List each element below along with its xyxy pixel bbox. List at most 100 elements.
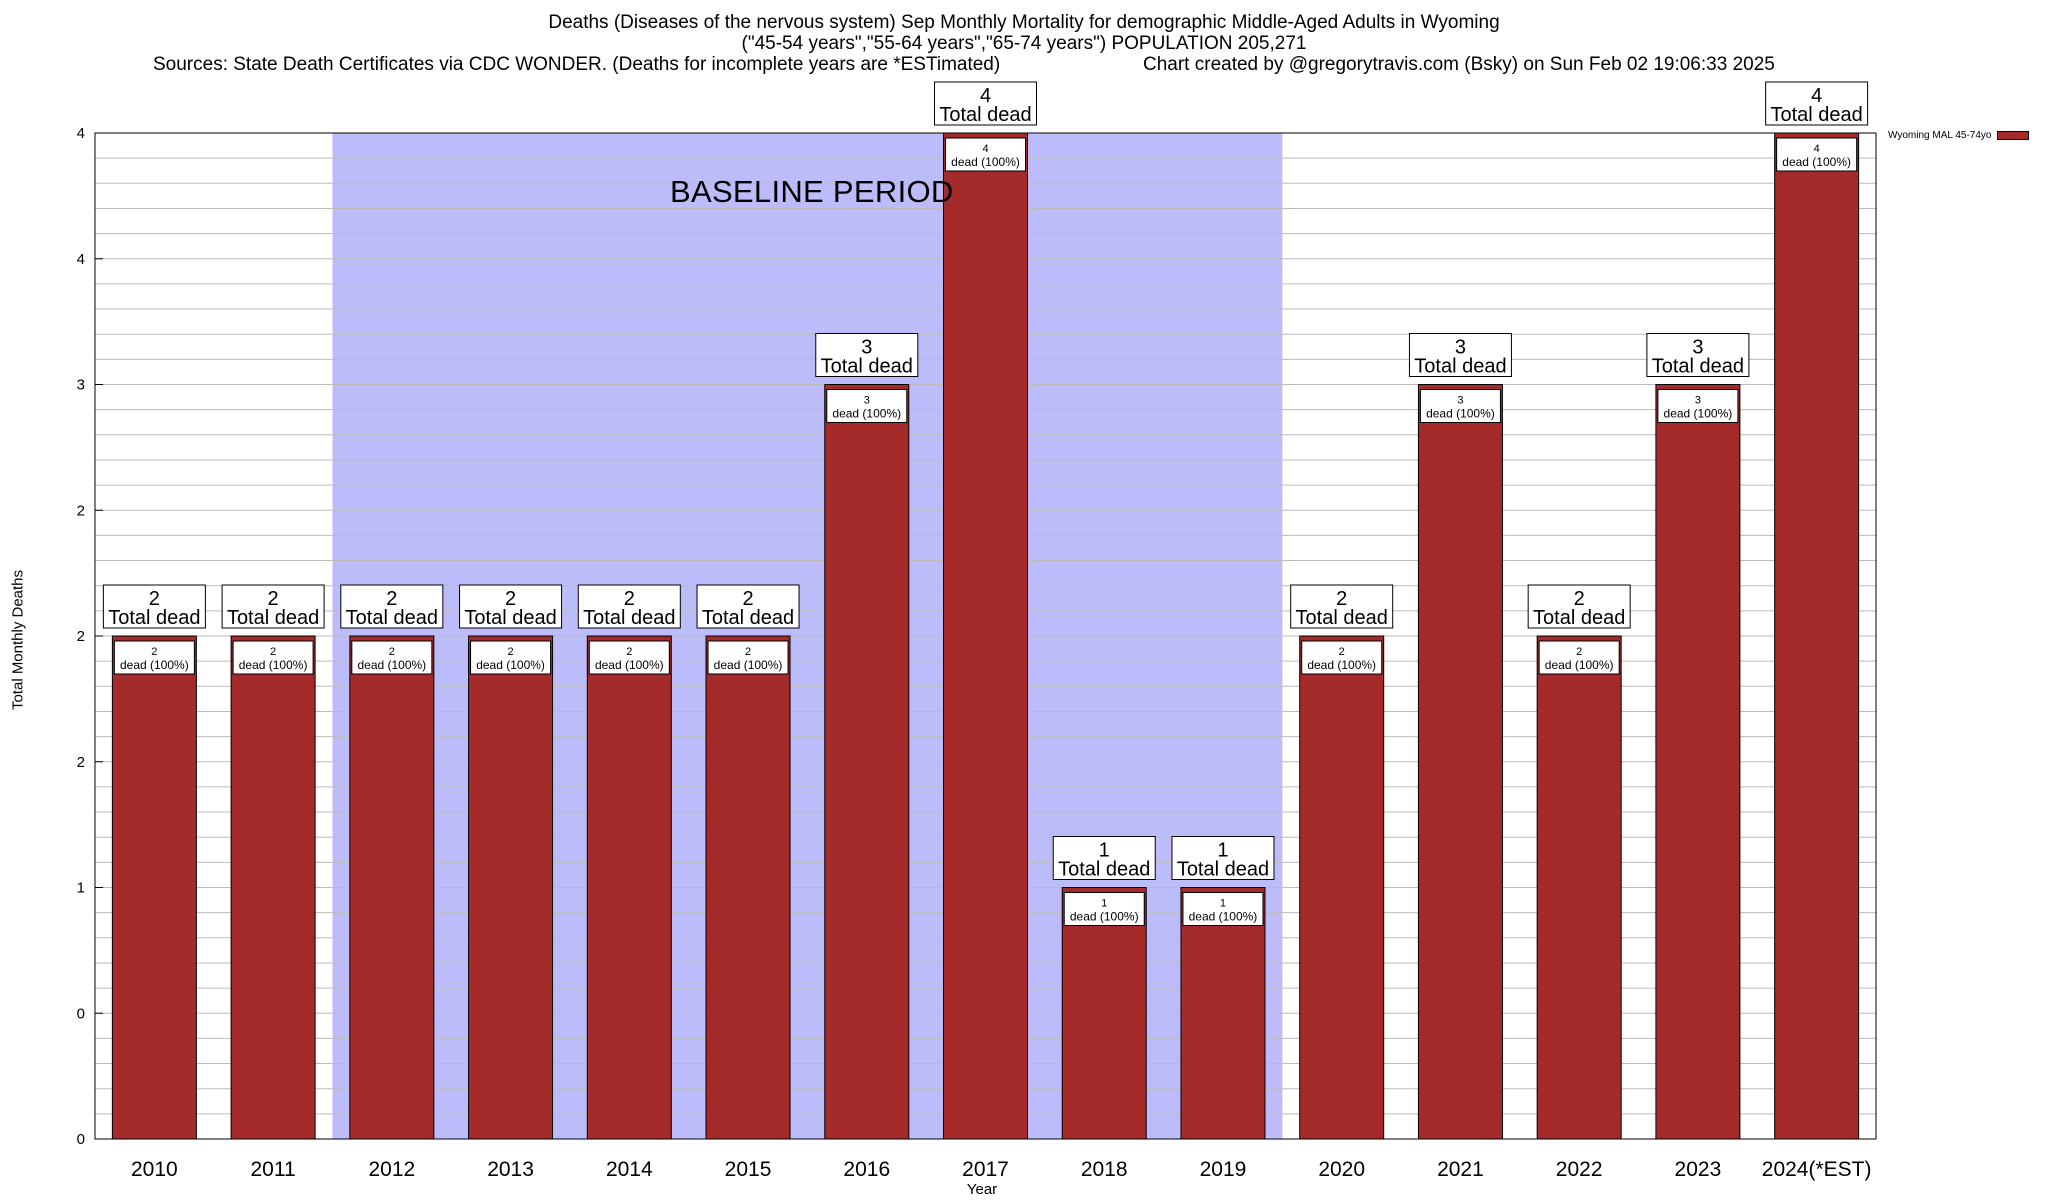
inner-label-text: dead (100%) [1070, 910, 1139, 924]
bar-2015 [705, 635, 791, 1140]
total-label-box [1527, 584, 1631, 629]
x-tick-label: 2015 [725, 1158, 772, 1181]
total-label-text: Total dead [1058, 859, 1150, 881]
inner-label-box [1538, 640, 1620, 675]
total-label-text: Total dead [939, 104, 1031, 126]
bar-2020 [1299, 635, 1385, 1140]
total-label-value: 1 [1099, 840, 1110, 862]
inner-label-box [588, 640, 670, 675]
total-label-box [1052, 836, 1156, 880]
total-label-box [1408, 333, 1512, 377]
total-label-text: Total dead [1770, 104, 1862, 126]
bar-2014 [586, 635, 672, 1140]
inner-label-value: 4 [982, 143, 988, 155]
inner-label-box [1657, 389, 1739, 423]
inner-label-text: dead (100%) [1782, 155, 1851, 169]
inner-label-value: 1 [1220, 898, 1226, 910]
inner-label-box [351, 640, 433, 675]
inner-label-value: 2 [270, 646, 276, 658]
total-label-box [340, 584, 444, 629]
bar-2022 [1536, 635, 1622, 1140]
inner-label-text: dead (100%) [1664, 407, 1733, 421]
total-label-value: 4 [980, 85, 991, 107]
inner-label-box [113, 640, 195, 675]
inner-label-text: dead (100%) [1426, 407, 1495, 421]
bar-2011 [230, 635, 316, 1140]
inner-label-text: dead (100%) [1307, 658, 1376, 672]
inner-label-box [945, 137, 1026, 172]
total-label-text: Total dead [821, 356, 913, 378]
y-tick-label: 2 [77, 502, 85, 519]
inner-label-value: 3 [864, 395, 870, 407]
bar-2016 [824, 384, 910, 1140]
inner-label-box [707, 640, 789, 675]
y-tick-label: 0 [77, 1005, 85, 1022]
inner-label-value: 2 [151, 646, 157, 658]
inner-label-value: 3 [1695, 395, 1701, 407]
total-label-box [934, 81, 1037, 126]
x-tick-label: 2024(*EST) [1762, 1158, 1872, 1181]
total-label-value: 3 [1455, 337, 1466, 359]
total-label-text: Total dead [1652, 356, 1744, 378]
inner-label-text: dead (100%) [120, 658, 189, 672]
inner-label-text: dead (100%) [1189, 910, 1258, 924]
inner-label-value: 2 [745, 646, 751, 658]
inner-label-value: 2 [1339, 646, 1345, 658]
total-label-box [459, 584, 563, 629]
inner-label-text: dead (100%) [476, 658, 545, 672]
inner-label-text: dead (100%) [714, 658, 783, 672]
title-line-3-credit: Chart created by @gregorytravis.com (Bsk… [1143, 54, 1775, 75]
inner-label-value: 1 [1101, 898, 1107, 910]
inner-label-value: 2 [508, 646, 514, 658]
total-label-value: 3 [1692, 337, 1703, 359]
inner-label-box [1182, 892, 1264, 926]
inner-label-box [1063, 892, 1145, 926]
bar-2012 [349, 635, 435, 1140]
total-label-value: 2 [505, 588, 516, 610]
inner-label-text: dead (100%) [832, 407, 901, 421]
total-label-box [696, 584, 800, 629]
title-line-2: ("45-54 years","55-64 years","65-74 year… [741, 33, 1307, 54]
inner-label-value: 2 [389, 646, 395, 658]
total-label-value: 2 [624, 588, 635, 610]
inner-label-box [1776, 137, 1858, 172]
x-tick-label: 2010 [131, 1158, 178, 1181]
x-tick-label: 2011 [251, 1158, 296, 1181]
total-label-value: 2 [1336, 588, 1347, 610]
bar-2017 [943, 132, 1028, 1140]
x-tick-label: 2023 [1675, 1158, 1722, 1181]
x-tick-label: 2022 [1556, 1158, 1603, 1181]
total-label-value: 2 [742, 588, 753, 610]
total-label-text: Total dead [1177, 859, 1269, 881]
inner-label-box [470, 640, 552, 675]
bar-2018 [1061, 887, 1147, 1140]
total-label-value: 2 [386, 588, 397, 610]
bar-2024(*EST) [1774, 132, 1860, 1140]
total-label-box [1290, 584, 1394, 629]
baseline-period-label: BASELINE PERIOD [670, 174, 954, 209]
inner-label-text: dead (100%) [239, 658, 308, 672]
inner-label-text: dead (100%) [1545, 658, 1614, 672]
y-tick-label: 0 [77, 1131, 85, 1148]
inner-label-text: dead (100%) [357, 658, 426, 672]
bar-2013 [468, 635, 554, 1140]
inner-label-value: 2 [626, 646, 632, 658]
y-tick-label: 2 [77, 628, 85, 645]
inner-label-text: dead (100%) [951, 155, 1020, 169]
x-tick-label: 2018 [1081, 1158, 1128, 1181]
inner-label-text: dead (100%) [595, 658, 664, 672]
inner-label-value: 2 [1576, 646, 1582, 658]
bar-2021 [1417, 384, 1503, 1140]
x-tick-label: 2012 [368, 1158, 415, 1181]
total-label-text: Total dead [583, 607, 675, 629]
total-label-box [1765, 81, 1869, 126]
x-tick-label: 2019 [1200, 1158, 1247, 1181]
total-label-box [1646, 333, 1750, 377]
total-label-text: Total dead [464, 607, 556, 629]
total-label-value: 1 [1217, 840, 1228, 862]
inner-label-box [1301, 640, 1383, 675]
bar-2023 [1655, 384, 1741, 1140]
inner-label-value: 3 [1457, 395, 1463, 407]
inner-label-value: 4 [1814, 143, 1820, 155]
